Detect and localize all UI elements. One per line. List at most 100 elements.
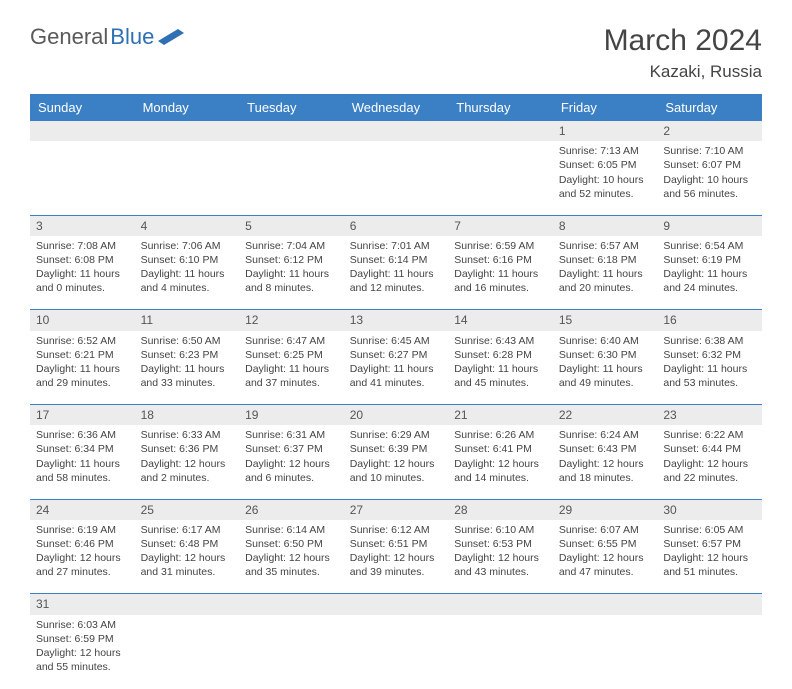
sunset: Sunset: 6:36 PM: [141, 442, 234, 456]
day-number: 23: [657, 405, 762, 426]
day-cell-empty: [239, 615, 344, 689]
day-number: 21: [448, 405, 553, 426]
day-number: 28: [448, 499, 553, 520]
sunrise: Sunrise: 6:10 AM: [454, 523, 547, 537]
sunrise: Sunrise: 7:01 AM: [350, 239, 443, 253]
daynum-row: 17181920212223: [30, 405, 762, 426]
daylight: Daylight: 12 hours and 55 minutes.: [36, 646, 129, 674]
sunrise: Sunrise: 6:26 AM: [454, 428, 547, 442]
day-number: 26: [239, 499, 344, 520]
day-number: 16: [657, 310, 762, 331]
sunrise: Sunrise: 6:17 AM: [141, 523, 234, 537]
day-cell: Sunrise: 6:40 AMSunset: 6:30 PMDaylight:…: [553, 331, 658, 405]
daynum-row: 12: [30, 121, 762, 141]
week-row: Sunrise: 7:08 AMSunset: 6:08 PMDaylight:…: [30, 236, 762, 310]
day-header: Monday: [135, 94, 240, 121]
sunset: Sunset: 6:12 PM: [245, 253, 338, 267]
sunset: Sunset: 6:48 PM: [141, 537, 234, 551]
day-cell: Sunrise: 6:24 AMSunset: 6:43 PMDaylight:…: [553, 425, 658, 499]
day-cell: Sunrise: 6:36 AMSunset: 6:34 PMDaylight:…: [30, 425, 135, 499]
sunrise: Sunrise: 6:22 AM: [663, 428, 756, 442]
day-header: Friday: [553, 94, 658, 121]
daynum-row: 3456789: [30, 215, 762, 236]
daylight: Daylight: 11 hours and 16 minutes.: [454, 267, 547, 295]
sunset: Sunset: 6:59 PM: [36, 632, 129, 646]
daylight: Daylight: 11 hours and 4 minutes.: [141, 267, 234, 295]
day-cell: Sunrise: 6:14 AMSunset: 6:50 PMDaylight:…: [239, 520, 344, 594]
day-number: 18: [135, 405, 240, 426]
sunset: Sunset: 6:27 PM: [350, 348, 443, 362]
sunset: Sunset: 6:57 PM: [663, 537, 756, 551]
day-cell: Sunrise: 6:26 AMSunset: 6:41 PMDaylight:…: [448, 425, 553, 499]
daylight: Daylight: 11 hours and 29 minutes.: [36, 362, 129, 390]
week-row: Sunrise: 6:19 AMSunset: 6:46 PMDaylight:…: [30, 520, 762, 594]
day-cell-empty: [448, 141, 553, 215]
day-cell: Sunrise: 6:17 AMSunset: 6:48 PMDaylight:…: [135, 520, 240, 594]
day-number: 2: [657, 121, 762, 141]
sunset: Sunset: 6:21 PM: [36, 348, 129, 362]
daylight: Daylight: 12 hours and 27 minutes.: [36, 551, 129, 579]
daylight: Daylight: 11 hours and 20 minutes.: [559, 267, 652, 295]
day-number: 3: [30, 215, 135, 236]
week-row: Sunrise: 6:52 AMSunset: 6:21 PMDaylight:…: [30, 331, 762, 405]
daylight: Daylight: 11 hours and 24 minutes.: [663, 267, 756, 295]
sunrise: Sunrise: 6:29 AM: [350, 428, 443, 442]
daylight: Daylight: 11 hours and 12 minutes.: [350, 267, 443, 295]
sunset: Sunset: 6:55 PM: [559, 537, 652, 551]
day-cell: Sunrise: 6:10 AMSunset: 6:53 PMDaylight:…: [448, 520, 553, 594]
daynum-row: 24252627282930: [30, 499, 762, 520]
logo-text-1: General: [30, 24, 108, 50]
day-cell: Sunrise: 6:19 AMSunset: 6:46 PMDaylight:…: [30, 520, 135, 594]
sunset: Sunset: 6:14 PM: [350, 253, 443, 267]
day-cell: Sunrise: 6:52 AMSunset: 6:21 PMDaylight:…: [30, 331, 135, 405]
day-cell: Sunrise: 6:38 AMSunset: 6:32 PMDaylight:…: [657, 331, 762, 405]
logo-text-2: Blue: [110, 24, 154, 50]
sunrise: Sunrise: 6:50 AM: [141, 334, 234, 348]
day-cell: Sunrise: 6:43 AMSunset: 6:28 PMDaylight:…: [448, 331, 553, 405]
day-cell: Sunrise: 6:03 AMSunset: 6:59 PMDaylight:…: [30, 615, 135, 689]
day-number: [239, 121, 344, 141]
day-cell-empty: [135, 141, 240, 215]
day-number: [135, 121, 240, 141]
sunset: Sunset: 6:07 PM: [663, 158, 756, 172]
day-cell-empty: [344, 141, 449, 215]
sunset: Sunset: 6:34 PM: [36, 442, 129, 456]
sunset: Sunset: 6:25 PM: [245, 348, 338, 362]
sunrise: Sunrise: 6:05 AM: [663, 523, 756, 537]
sunset: Sunset: 6:32 PM: [663, 348, 756, 362]
day-number: 10: [30, 310, 135, 331]
daylight: Daylight: 12 hours and 6 minutes.: [245, 457, 338, 485]
sunset: Sunset: 6:30 PM: [559, 348, 652, 362]
day-number: [344, 121, 449, 141]
day-header: Tuesday: [239, 94, 344, 121]
location: Kazaki, Russia: [604, 62, 762, 82]
sunrise: Sunrise: 6:45 AM: [350, 334, 443, 348]
sunrise: Sunrise: 6:47 AM: [245, 334, 338, 348]
day-header: Thursday: [448, 94, 553, 121]
sunset: Sunset: 6:16 PM: [454, 253, 547, 267]
sunrise: Sunrise: 6:31 AM: [245, 428, 338, 442]
day-cell-empty: [448, 615, 553, 689]
sunrise: Sunrise: 6:12 AM: [350, 523, 443, 537]
day-cell: Sunrise: 6:54 AMSunset: 6:19 PMDaylight:…: [657, 236, 762, 310]
day-number: 29: [553, 499, 658, 520]
day-cell: Sunrise: 7:06 AMSunset: 6:10 PMDaylight:…: [135, 236, 240, 310]
sunrise: Sunrise: 7:10 AM: [663, 144, 756, 158]
day-cell: Sunrise: 7:04 AMSunset: 6:12 PMDaylight:…: [239, 236, 344, 310]
day-cell-empty: [239, 141, 344, 215]
day-cell: Sunrise: 7:13 AMSunset: 6:05 PMDaylight:…: [553, 141, 658, 215]
daylight: Daylight: 12 hours and 47 minutes.: [559, 551, 652, 579]
day-cell: Sunrise: 6:45 AMSunset: 6:27 PMDaylight:…: [344, 331, 449, 405]
day-number: 4: [135, 215, 240, 236]
sunrise: Sunrise: 7:08 AM: [36, 239, 129, 253]
day-cell-empty: [30, 141, 135, 215]
sunrise: Sunrise: 6:57 AM: [559, 239, 652, 253]
daylight: Daylight: 11 hours and 41 minutes.: [350, 362, 443, 390]
day-number: 19: [239, 405, 344, 426]
day-number: 17: [30, 405, 135, 426]
header: GeneralBlue March 2024 Kazaki, Russia: [30, 24, 762, 82]
sunset: Sunset: 6:10 PM: [141, 253, 234, 267]
sunrise: Sunrise: 6:36 AM: [36, 428, 129, 442]
day-number: 15: [553, 310, 658, 331]
daylight: Daylight: 12 hours and 18 minutes.: [559, 457, 652, 485]
